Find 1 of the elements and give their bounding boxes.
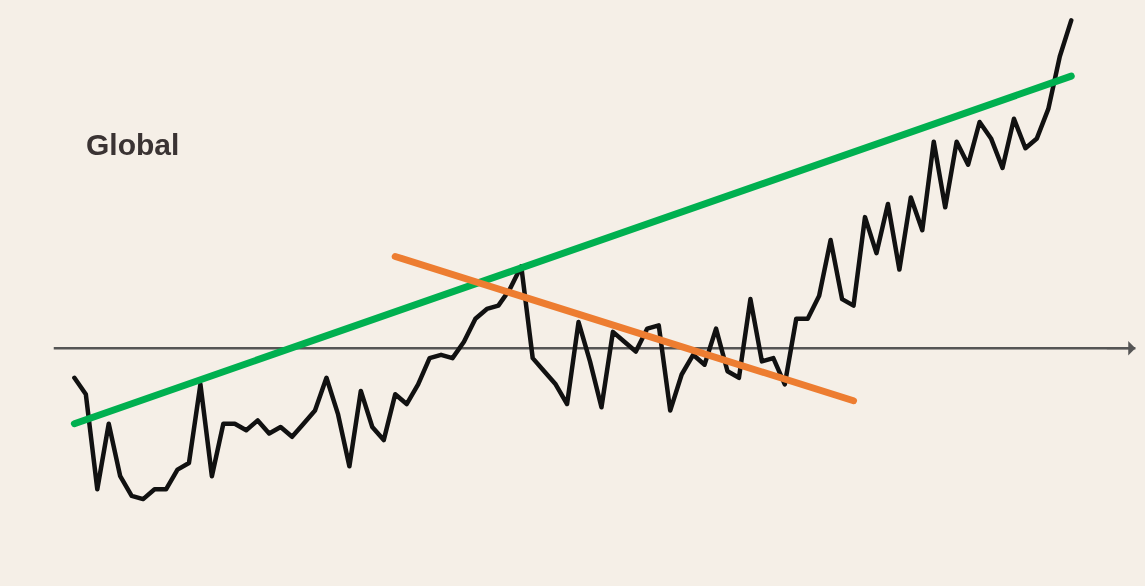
text: Global bbox=[86, 128, 180, 161]
